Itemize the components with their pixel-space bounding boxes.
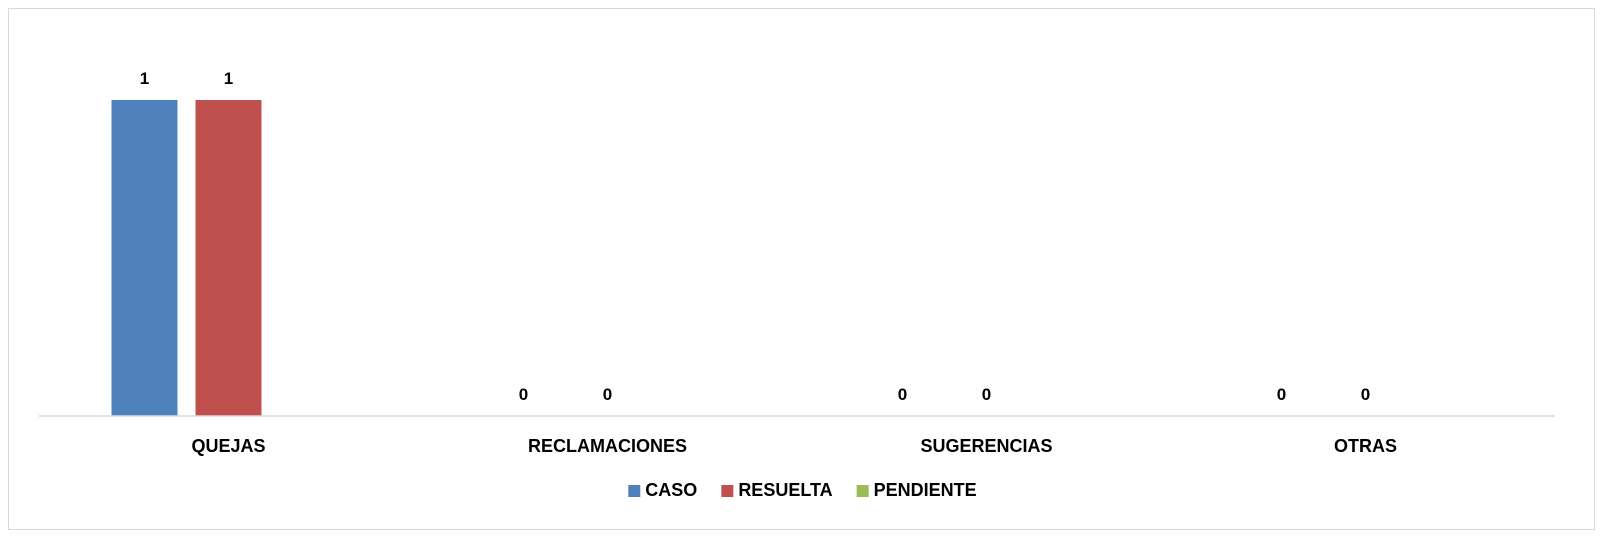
data-label-resuelta-quejas: 1 (224, 69, 233, 88)
bar-chart: 1 1 0 0 0 0 0 0 QUEJAS RECLAMACIONES SUGERENCIAS O… (39, 69, 1555, 500)
legend: CASO RESUELTA PENDIENTE (628, 480, 977, 500)
data-label-resuelta-reclamaciones: 0 (603, 385, 612, 404)
category-label-quejas: QUEJAS (191, 436, 265, 456)
data-label-resuelta-sugerencias: 0 (982, 385, 991, 404)
legend-item-pendiente: PENDIENTE (856, 480, 977, 500)
bar-caso-quejas (111, 100, 178, 416)
data-label-caso-sugerencias: 0 (898, 385, 907, 404)
category-label-reclamaciones: RECLAMACIONES (528, 436, 687, 456)
data-label-resuelta-otras: 0 (1361, 385, 1370, 404)
data-labels-layer: 1 1 0 0 0 0 0 0 (140, 69, 1370, 404)
legend-label-caso: CASO (645, 480, 697, 500)
bars-layer (111, 100, 262, 416)
data-label-caso-otras: 0 (1277, 385, 1286, 404)
category-label-sugerencias: SUGERENCIAS (920, 436, 1052, 456)
category-labels-layer: QUEJAS RECLAMACIONES SUGERENCIAS OTRAS (191, 436, 1397, 456)
category-label-otras: OTRAS (1334, 436, 1397, 456)
legend-swatch-pendiente (856, 485, 869, 497)
legend-label-pendiente: PENDIENTE (874, 480, 977, 500)
chart-frame: 1 1 0 0 0 0 0 0 QUEJAS RECLAMACIONES SUGERENCIAS O… (8, 8, 1595, 530)
data-label-caso-reclamaciones: 0 (519, 385, 528, 404)
legend-swatch-resuelta (721, 485, 734, 497)
legend-label-resuelta: RESUELTA (738, 480, 832, 500)
data-label-caso-quejas: 1 (140, 69, 149, 88)
legend-swatch-caso (628, 485, 641, 497)
legend-item-resuelta: RESUELTA (721, 480, 833, 500)
legend-item-caso: CASO (628, 480, 697, 500)
bar-resuelta-quejas (195, 100, 262, 416)
